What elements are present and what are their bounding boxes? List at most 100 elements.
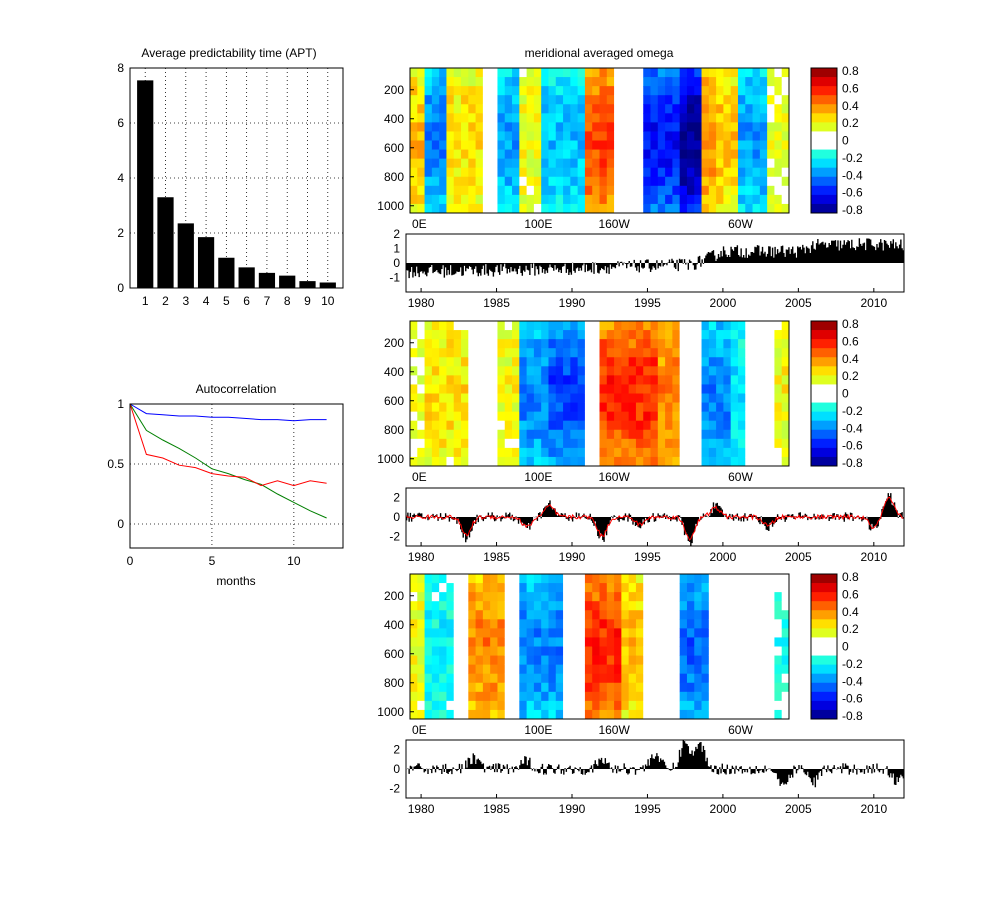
heatmap-cell bbox=[475, 411, 484, 422]
heatmap-cell bbox=[548, 610, 557, 620]
colorbar-segment bbox=[811, 348, 837, 358]
heatmap-cell bbox=[606, 429, 615, 440]
heatmap-cell bbox=[431, 140, 440, 150]
heatmap-cell bbox=[577, 158, 586, 169]
heatmap-cell bbox=[577, 628, 586, 638]
heatmap-cell bbox=[650, 330, 659, 340]
heatmap-cell bbox=[482, 682, 491, 693]
heatmap-cell bbox=[599, 366, 608, 376]
heatmap-cell bbox=[533, 77, 542, 87]
heatmap-cell bbox=[541, 429, 549, 440]
heatmap-cell bbox=[657, 176, 666, 187]
colorbar-segment bbox=[811, 429, 837, 440]
heatmap-cell bbox=[453, 104, 462, 114]
heatmap-cell bbox=[512, 628, 520, 638]
heatmap-cell bbox=[563, 393, 571, 403]
heatmap-cell bbox=[694, 86, 702, 96]
heatmap-cell bbox=[512, 375, 520, 385]
heatmap-cell bbox=[635, 655, 644, 666]
heatmap-cell bbox=[570, 402, 579, 413]
heatmap-cell bbox=[701, 691, 710, 702]
heatmap-cell bbox=[446, 339, 455, 349]
heatmap-cell bbox=[730, 682, 739, 693]
heatmap-cell bbox=[686, 691, 695, 702]
heatmap-cell bbox=[584, 592, 593, 602]
heatmap-cell bbox=[628, 194, 637, 205]
heatmap-cell bbox=[694, 592, 702, 602]
heatmap-cell bbox=[599, 429, 608, 440]
heatmap-cell bbox=[723, 592, 732, 602]
heatmap-cell bbox=[694, 68, 702, 78]
heatmap-cell bbox=[570, 583, 579, 593]
heatmap-cell bbox=[446, 628, 455, 638]
heatmap-cell bbox=[643, 700, 651, 711]
colorbar-tick--0.8: -0.8 bbox=[842, 203, 863, 217]
heatmap-cell bbox=[774, 348, 783, 358]
heatmap-cell bbox=[431, 95, 440, 105]
heatmap-cell bbox=[584, 366, 593, 376]
heatmap-cell bbox=[453, 682, 462, 693]
heatmap-cell bbox=[577, 610, 586, 620]
heatmap-cell bbox=[490, 402, 498, 413]
heatmap-cell bbox=[621, 646, 630, 656]
heatmap-cell bbox=[570, 420, 579, 431]
apt-bar-8 bbox=[279, 275, 296, 288]
heatmap-cell bbox=[665, 86, 673, 96]
heatmap-cell bbox=[461, 664, 469, 675]
heatmap-x-tick-60W: 60W bbox=[728, 470, 753, 484]
heatmap-cell bbox=[723, 664, 732, 675]
heatmap-cell bbox=[548, 691, 557, 702]
heatmap-cell bbox=[497, 447, 506, 458]
heatmap-cell bbox=[708, 628, 717, 638]
heatmap-cell bbox=[453, 86, 462, 96]
heatmap-cell bbox=[745, 456, 753, 467]
heatmap-cell bbox=[512, 95, 520, 105]
heatmap-cell bbox=[621, 366, 630, 376]
heatmap-cell bbox=[541, 456, 549, 467]
heatmap-cell bbox=[431, 700, 440, 711]
heatmap-cell bbox=[628, 140, 637, 150]
heatmap-cell bbox=[512, 339, 520, 349]
heatmap-cell bbox=[497, 149, 506, 160]
heatmap-cell bbox=[410, 673, 418, 684]
heatmap-cell bbox=[497, 194, 506, 205]
heatmap-cell bbox=[410, 77, 418, 87]
heatmap-cell bbox=[577, 592, 586, 602]
heatmap-cell bbox=[563, 167, 571, 178]
heatmap-cell bbox=[453, 628, 462, 638]
heatmap-cell bbox=[650, 113, 659, 123]
heatmap-y-tick-1000: 1000 bbox=[377, 199, 404, 213]
heatmap-cell bbox=[424, 357, 433, 367]
heatmap-cell bbox=[752, 86, 761, 96]
heatmap-x-tick-100E: 100E bbox=[524, 723, 552, 737]
heatmap-cell bbox=[555, 438, 564, 449]
heatmap-cell bbox=[621, 691, 630, 702]
heatmap-cell bbox=[665, 601, 673, 611]
colorbar-segment bbox=[811, 185, 837, 196]
heatmap-cell bbox=[628, 655, 637, 666]
heatmap-cell bbox=[759, 709, 768, 720]
heatmap-cell bbox=[614, 321, 622, 331]
heatmap-cell bbox=[621, 158, 630, 169]
heatmap-cell bbox=[752, 113, 761, 123]
heatmap-cell bbox=[417, 86, 425, 96]
heatmap-cell bbox=[621, 68, 630, 78]
heatmap-cell bbox=[599, 339, 608, 349]
heatmap-cell bbox=[708, 393, 717, 403]
heatmap-cell bbox=[599, 86, 608, 96]
heatmap-cell bbox=[490, 592, 498, 602]
heatmap-cell bbox=[716, 167, 724, 178]
heatmap-cell bbox=[781, 664, 790, 675]
heatmap-cell bbox=[737, 646, 746, 656]
heatmap-cell bbox=[519, 420, 528, 431]
heatmap-cell bbox=[563, 321, 571, 331]
heatmap-cell bbox=[461, 610, 469, 620]
heatmap-cell bbox=[665, 583, 673, 593]
heatmap-cell bbox=[657, 411, 666, 422]
heatmap-cell bbox=[592, 375, 600, 385]
timeseries-x-tick-1980: 1980 bbox=[408, 296, 435, 310]
heatmap-cell bbox=[614, 185, 622, 196]
heatmap-cell bbox=[482, 628, 491, 638]
heatmap-cell bbox=[730, 402, 739, 413]
heatmap-cell bbox=[446, 366, 455, 376]
